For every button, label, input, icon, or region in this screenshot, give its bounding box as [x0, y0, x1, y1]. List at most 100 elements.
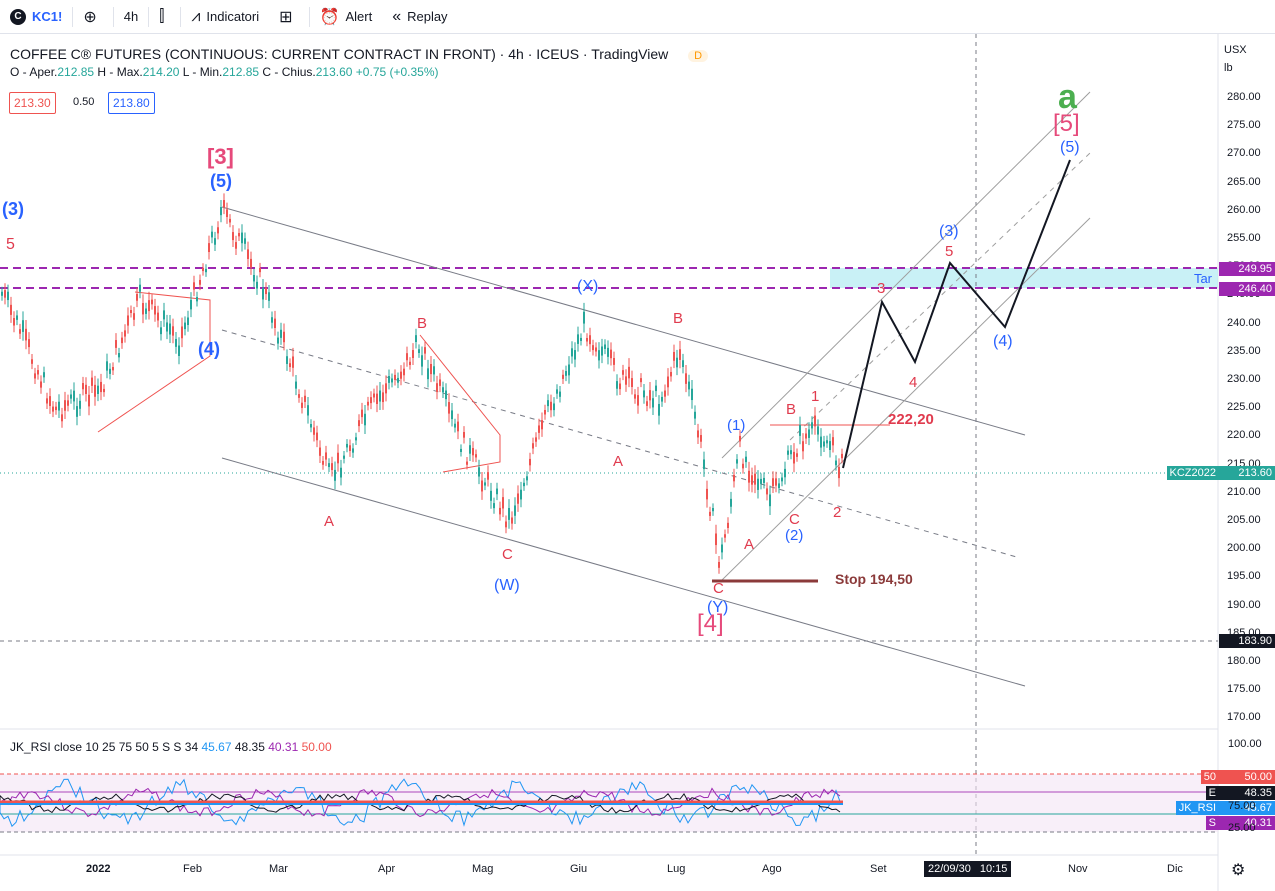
channel-mid-line[interactable]	[221, 329, 1021, 559]
candle-body	[478, 467, 480, 477]
wave-label-stop[interactable]: Stop 194,50	[835, 571, 913, 587]
rsi-tag-e: 48.35	[1219, 786, 1275, 800]
candle-body	[310, 424, 312, 428]
channel-lower-line[interactable]	[221, 457, 1026, 687]
time-axis[interactable]: 2022 Feb Mar Apr Mag Giu Lug Ago Set Nov Dic	[0, 856, 1218, 891]
wave-label-w5-bracket[interactable]: [5]	[1053, 110, 1080, 137]
candle-body	[274, 318, 276, 328]
upchannel-mid-line[interactable]	[789, 152, 1091, 441]
legend-badge[interactable]: D	[688, 50, 709, 62]
candle-body	[55, 406, 57, 411]
chart-style-button[interactable]: ⫿	[149, 0, 180, 33]
candle-body	[661, 396, 663, 402]
chart-legend: COFFEE C® FUTURES (CONTINUOUS: CURRENT C…	[10, 46, 709, 79]
candle-body	[40, 381, 42, 388]
wave-label-w4-bracket[interactable]: [4]	[697, 610, 724, 637]
candle-body	[709, 511, 711, 516]
settings-icon[interactable]: ⚙	[1231, 862, 1246, 879]
triangle-pattern-1[interactable]	[97, 291, 211, 433]
channel-upper-line[interactable]	[221, 206, 1026, 436]
candle-body	[64, 400, 66, 411]
symbol-logo-icon: C	[10, 8, 26, 25]
wave-label-wave5-blue[interactable]: (5)	[1060, 139, 1080, 156]
wave-label-b1[interactable]: B	[417, 315, 428, 332]
price-tick: 260.00	[1227, 203, 1261, 216]
rsi-legend: JK_RSI close 10 25 75 50 5 S S 34 45.67 …	[10, 740, 332, 754]
wave-label-y-label[interactable]: (Y)	[707, 599, 729, 616]
wave-label-a1[interactable]: A	[324, 513, 335, 530]
candle-body	[649, 390, 651, 401]
candle-body	[577, 334, 579, 344]
candle-body	[604, 344, 606, 349]
candle-body	[199, 279, 201, 285]
interval-label: 4h	[123, 9, 139, 24]
wave-label-c3[interactable]: C	[789, 511, 800, 528]
candle-body	[787, 450, 789, 455]
wave-label-w4-blue-left[interactable]: (4)	[198, 339, 220, 359]
candle-body	[472, 448, 474, 456]
candle-body	[838, 466, 840, 479]
symbol-search[interactable]: C KC1!	[0, 0, 72, 33]
wave-label-a-big[interactable]: a	[1058, 78, 1077, 116]
wave-label-c2[interactable]: C	[713, 580, 724, 597]
candle-body	[256, 281, 258, 289]
upchannel-upper-line[interactable]	[721, 91, 1091, 459]
candle-body	[370, 397, 372, 404]
wave-label-a3[interactable]: A	[744, 536, 755, 553]
interval-button[interactable]: 4h	[114, 0, 148, 33]
candle-body	[259, 267, 261, 273]
wave-label-n1[interactable]: 1	[811, 388, 820, 405]
wave-label-level-222[interactable]: 222,20	[888, 411, 934, 428]
candle-body	[265, 288, 267, 295]
templates-button[interactable]: ⊞	[269, 0, 308, 33]
rsi-label: JK_RSI close 10 25 75 50 5 S S 34	[10, 740, 199, 754]
unit-label[interactable]: lb	[1224, 62, 1233, 74]
candle-body	[376, 393, 378, 404]
projection-path[interactable]	[842, 159, 1071, 469]
wave-label-wave2-blue[interactable]: (2)	[785, 527, 804, 544]
candle-body	[394, 374, 396, 380]
wave-label-wave1-blue[interactable]: (1)	[727, 417, 746, 434]
candle-body	[637, 395, 639, 406]
candle-body	[598, 350, 600, 361]
upchannel-lower-line[interactable]	[721, 217, 1091, 581]
wave-label-n5[interactable]: 5	[945, 243, 954, 260]
wave-label-b2[interactable]: B	[673, 310, 684, 327]
compare-button[interactable]: ⊕	[73, 0, 112, 33]
indicators-label: Indicatori	[206, 9, 260, 24]
price-axis[interactable]: USX lb 280.00 275.00 270.00 265.00 260.00 255…	[1219, 34, 1275, 854]
candle-body	[361, 409, 363, 418]
wave-label-n4[interactable]: 4	[909, 374, 918, 391]
wave-label-w-label[interactable]: (W)	[494, 577, 520, 594]
candle-body	[571, 348, 573, 357]
sell-button[interactable]: 213.30	[9, 92, 56, 114]
replay-button[interactable]: « Replay	[382, 0, 457, 33]
price-tick: 230.00	[1227, 373, 1261, 385]
wave-label-b3[interactable]: B	[786, 401, 797, 418]
tag-lower: 246.40	[1219, 282, 1275, 296]
wave-label-w3-blue-left[interactable]: (3)	[2, 199, 24, 219]
indicators-button[interactable]: ⩘ Indicatori	[181, 0, 269, 33]
wave-label-w5-left[interactable]: 5	[6, 236, 15, 253]
candle-body	[412, 350, 414, 358]
buy-button[interactable]: 213.80	[108, 92, 155, 114]
candle-body	[436, 383, 438, 392]
wave-label-wave3-blue[interactable]: (3)	[939, 223, 959, 240]
wave-label-c1[interactable]: C	[502, 546, 513, 563]
candle-body	[505, 521, 507, 528]
candle-body	[532, 443, 534, 449]
wave-label-n3[interactable]: 3	[877, 280, 886, 297]
candle-body	[364, 413, 366, 426]
wave-label-x-label[interactable]: (X)	[577, 278, 599, 295]
wave-label-a2[interactable]: A	[613, 453, 624, 470]
candle-body	[676, 357, 678, 368]
candle-body	[718, 561, 720, 568]
currency-label[interactable]: USX	[1224, 44, 1247, 56]
alert-button[interactable]: ⏰ Alert	[310, 0, 383, 33]
triangle-pattern-2[interactable]	[419, 334, 501, 473]
wave-label-n2[interactable]: 2	[833, 504, 842, 521]
wave-label-w3-top[interactable]: [3]	[207, 144, 234, 169]
wave-label-w5-blue-top[interactable]: (5)	[210, 171, 232, 191]
wave-label-wave4-blue[interactable]: (4)	[993, 333, 1013, 350]
